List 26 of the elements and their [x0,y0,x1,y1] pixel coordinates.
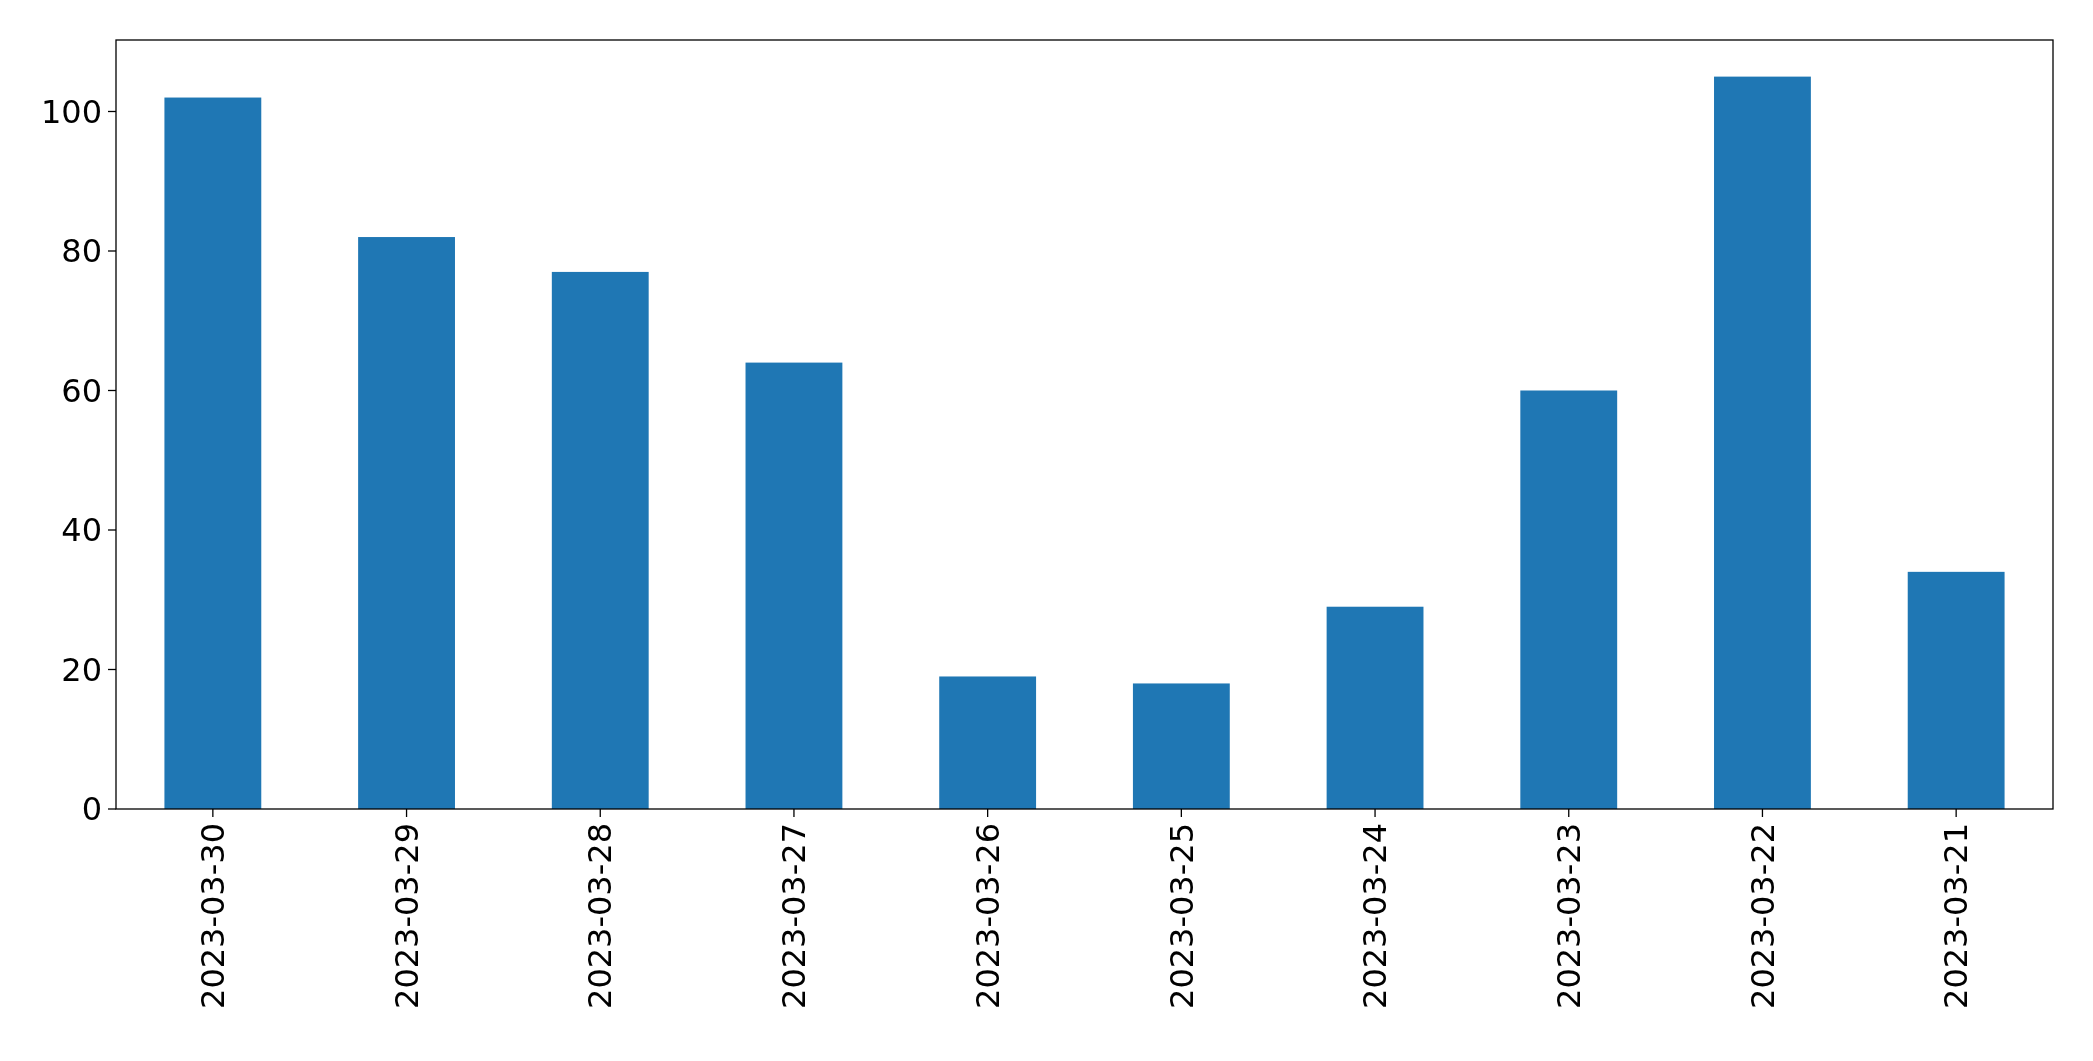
x-tick-label: 2023-03-21 [1937,823,1976,1009]
x-tick-label: 2023-03-23 [1549,823,1588,1009]
bar [939,676,1037,809]
bar [164,97,262,809]
bar [1520,390,1618,809]
y-tick-label: 80 [61,232,102,271]
bar [1714,76,1811,809]
x-tick-label: 2023-03-26 [968,823,1007,1009]
y-tick-label: 100 [40,92,102,131]
bar [1907,571,2005,809]
bar [358,237,455,809]
y-tick-label: 60 [61,371,102,410]
x-tick-label: 2023-03-25 [1162,823,1201,1009]
bar [551,271,649,809]
y-tick-label: 40 [61,511,102,550]
x-tick-label: 2023-03-29 [387,823,426,1009]
bar [745,362,843,809]
x-tick-label: 2023-03-22 [1743,823,1782,1009]
bar [1132,683,1230,809]
x-tick-label: 2023-03-28 [581,823,620,1009]
bar [1326,606,1424,809]
x-tick-label: 2023-03-30 [194,823,233,1009]
x-tick-label: 2023-03-27 [775,823,814,1009]
y-tick-label: 0 [81,790,102,829]
x-tick-label: 2023-03-24 [1356,823,1395,1009]
y-tick-label: 20 [61,650,102,689]
